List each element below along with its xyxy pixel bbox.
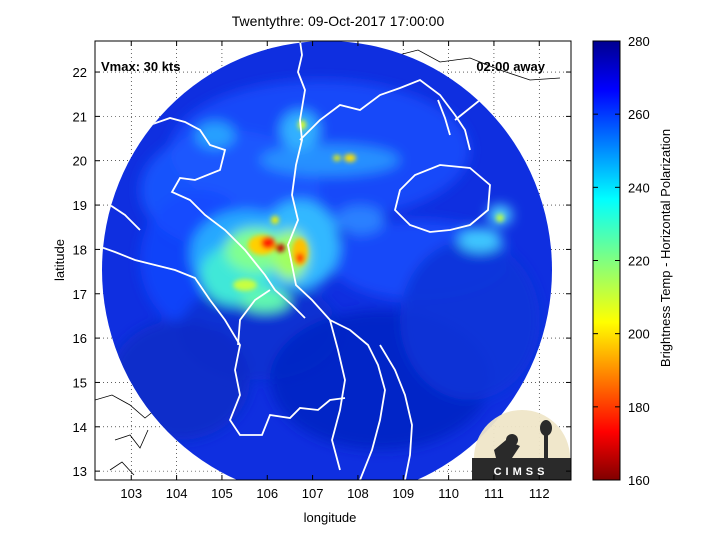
x-tick-labels: 103 104 105 106 107 108 109 110 111 112 (120, 486, 549, 501)
y-tick-label: 15 (73, 375, 87, 390)
x-tick-label: 106 (256, 486, 278, 501)
vmax-label: Vmax: 30 kts (101, 59, 181, 74)
x-tick-label: 109 (392, 486, 414, 501)
x-tick-label: 110 (438, 486, 459, 501)
y-axis-label: latitude (52, 239, 67, 281)
tick-marks (95, 41, 571, 480)
y-tick-label: 13 (73, 464, 87, 479)
x-tick-label: 111 (484, 486, 504, 501)
x-tick-label: 103 (120, 486, 142, 501)
colorbar-tick-label: 260 (628, 107, 650, 122)
axes-frame (94, 40, 572, 481)
x-tick-label: 104 (166, 486, 188, 501)
plot-area: CIMSS Vmax: 30 kts 02:00 away (94, 40, 572, 481)
colorbar-tick-label: 180 (628, 400, 650, 415)
cimss-logo: CIMSS (472, 410, 571, 480)
y-tick-label: 18 (73, 242, 87, 257)
colorbar-tick-label: 160 (628, 473, 650, 488)
colorbar-ticks: 280 260 240 220 200 180 160 (593, 34, 650, 488)
y-tick-label: 17 (73, 287, 87, 302)
y-tick-label: 22 (73, 65, 87, 80)
x-tick-label: 105 (211, 486, 233, 501)
y-tick-label: 16 (73, 331, 87, 346)
colorbar: 280 260 240 220 200 180 160 Brightness Temp - … (592, 34, 673, 488)
y-tick-label: 19 (73, 198, 87, 213)
x-tick-label: 107 (302, 486, 324, 501)
colorbar-tick-label: 280 (628, 34, 650, 49)
x-axis-label: longitude (304, 510, 357, 525)
time-away-label: 02:00 away (476, 59, 545, 74)
y-tick-label: 21 (73, 109, 87, 124)
y-tick-label: 14 (73, 420, 87, 435)
y-tick-labels: 22 21 20 19 18 17 16 15 14 13 (73, 65, 87, 479)
chart-title: Twentythre: 09-Oct-2017 17:00:00 (232, 13, 445, 29)
colorbar-tick-label: 200 (628, 327, 650, 342)
colorbar-tick-label: 240 (628, 180, 650, 195)
cimss-logo-text: CIMSS (494, 466, 549, 478)
colorbar-label: Brightness Temp - Horizontal Polarizatio… (658, 129, 673, 367)
x-tick-label: 108 (347, 486, 369, 501)
x-tick-label: 112 (529, 486, 550, 501)
colorbar-tick-label: 220 (628, 254, 650, 269)
y-tick-label: 20 (73, 154, 87, 169)
